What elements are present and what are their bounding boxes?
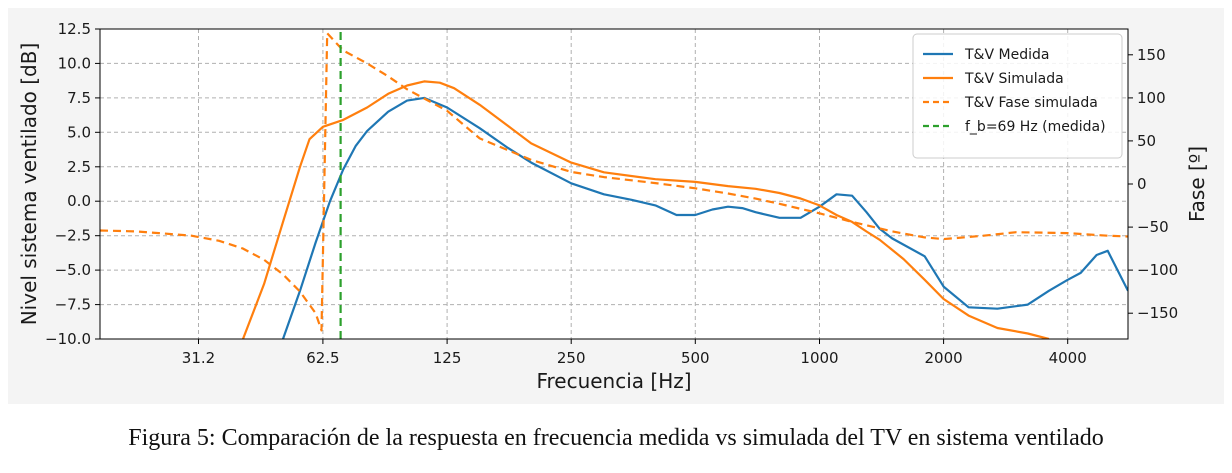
x-tick-label: 4000 <box>1049 349 1087 367</box>
y-tick-label: −7.5 <box>55 296 91 314</box>
y2-tick-label: 100 <box>1137 89 1166 107</box>
series-layer <box>100 29 1128 339</box>
y-tick-label: 12.5 <box>58 20 91 38</box>
y-tick-label: 7.5 <box>67 89 91 107</box>
y-tick-label: 10.0 <box>58 54 91 72</box>
legend: T&V Medida T&V Simulada T&V Fase simulada f… <box>912 33 1123 159</box>
y2-tick-label: 150 <box>1137 46 1166 64</box>
y-tick-label: −2.5 <box>55 227 91 245</box>
x-tick-label: 31.2 <box>182 349 215 367</box>
y-tick-label: 5.0 <box>67 123 91 141</box>
y2-tick-label: −100 <box>1137 261 1178 279</box>
x-tick-label: 2000 <box>925 349 963 367</box>
y2-tick-label: 50 <box>1137 132 1156 150</box>
x-tick-label: 500 <box>681 349 710 367</box>
series-line-1 <box>281 96 1128 339</box>
series-line-2 <box>241 80 1050 339</box>
legend-label: f_b=69 Hz (medida) <box>965 119 1106 135</box>
legend-label: T&V Fase simulada <box>964 95 1098 111</box>
y2-tick-label: −50 <box>1137 218 1169 236</box>
figure-caption: Figura 5: Comparación de la respuesta en… <box>128 425 1104 451</box>
y-tick-label: −10.0 <box>45 330 91 348</box>
y-axis-label: Nivel sistema ventilado [dB] <box>17 43 41 326</box>
x-axis-label: Frecuencia [Hz] <box>536 369 691 393</box>
series-line-3 <box>100 32 1128 332</box>
y-tick-label: −5.0 <box>55 261 91 279</box>
x-tick-label: 250 <box>557 349 586 367</box>
y-tick-label: 2.5 <box>67 158 91 176</box>
x-tick-label: 62.5 <box>306 349 339 367</box>
y2-tick-label: −150 <box>1137 304 1178 322</box>
x-tick-label: 125 <box>433 349 462 367</box>
y-tick-label: 0.0 <box>67 192 91 210</box>
figure-panel: 31.2 62.5 125 250 500 1000 2000 4000 −10.0 −7.5 −5… <box>8 8 1224 404</box>
legend-label: T&V Medida <box>964 47 1049 63</box>
legend-box <box>912 33 1123 159</box>
x-tick-label: 1000 <box>800 349 838 367</box>
chart: 31.2 62.5 125 250 500 1000 2000 4000−10.0−7.5−5… <box>17 20 1209 393</box>
axes: 31.2 62.5 125 250 500 1000 2000 4000−10.0−7.5−5… <box>45 20 1178 367</box>
y2-tick-label: 0 <box>1137 175 1147 193</box>
legend-label: T&V Simulada <box>964 71 1064 87</box>
y2-axis-label: Fase [º] <box>1185 146 1209 222</box>
